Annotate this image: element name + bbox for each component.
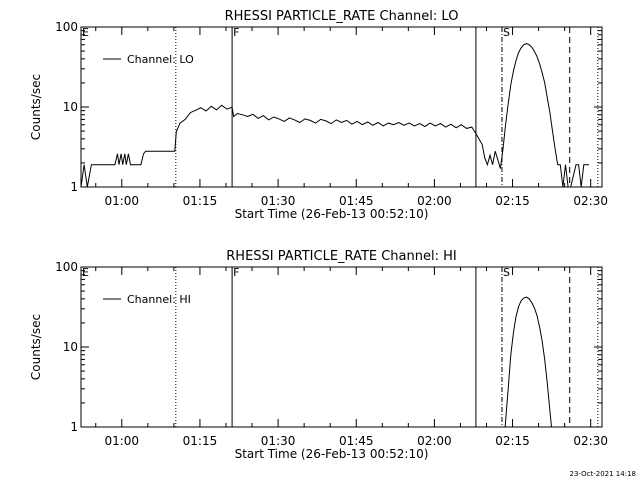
legend-label: Channel: LO bbox=[127, 53, 194, 66]
plot-frame bbox=[80, 26, 603, 188]
series-line bbox=[504, 296, 552, 427]
x-tick-label: 02:30 bbox=[573, 194, 608, 208]
x-tick-label: 01:30 bbox=[261, 194, 296, 208]
x-axis-label: Start Time (26-Feb-13 00:52:10) bbox=[235, 447, 429, 461]
event-marker-label: F bbox=[233, 266, 239, 279]
x-tick-label: 01:45 bbox=[339, 434, 374, 448]
x-tick-label: 01:45 bbox=[339, 194, 374, 208]
y-tick-label: 1 bbox=[70, 420, 78, 434]
corner-label: E bbox=[82, 266, 89, 279]
x-axis-label: Start Time (26-Feb-13 00:52:10) bbox=[235, 207, 429, 221]
plot-frame bbox=[80, 266, 603, 428]
event-marker-label: S bbox=[503, 26, 510, 39]
series-line bbox=[81, 43, 589, 187]
x-tick-label: 01:00 bbox=[104, 194, 139, 208]
x-tick-label: 02:15 bbox=[495, 194, 530, 208]
chart-title: RHESSI PARTICLE_RATE Channel: HI bbox=[226, 249, 456, 264]
footer-timestamp: 23-Oct-2021 14:18 bbox=[570, 470, 636, 478]
x-tick-label: 01:15 bbox=[183, 194, 218, 208]
x-tick-label: 01:30 bbox=[261, 434, 296, 448]
chart-panel-lo: RHESSI PARTICLE_RATE Channel: LO Counts/s… bbox=[29, 9, 608, 221]
event-marker-label: F bbox=[233, 26, 239, 39]
x-tick-label: 02:15 bbox=[495, 434, 530, 448]
x-tick-label: 02:00 bbox=[417, 434, 452, 448]
y-tick-label: 10 bbox=[63, 340, 78, 354]
chart-panel-hi: RHESSI PARTICLE_RATE Channel: HI Counts/s… bbox=[29, 249, 608, 461]
y-tick-label: 10 bbox=[63, 100, 78, 114]
y-axis-label: Counts/sec bbox=[29, 314, 43, 380]
event-marker-label: S bbox=[503, 266, 510, 279]
legend-label: Channel: HI bbox=[127, 293, 191, 306]
x-tick-label: 01:00 bbox=[104, 434, 139, 448]
chart-title: RHESSI PARTICLE_RATE Channel: LO bbox=[225, 9, 459, 24]
y-tick-label: 1 bbox=[70, 180, 78, 194]
y-tick-label: 100 bbox=[55, 20, 78, 34]
x-tick-label: 02:00 bbox=[417, 194, 452, 208]
x-tick-label: 02:30 bbox=[573, 434, 608, 448]
y-tick-label: 100 bbox=[55, 260, 78, 274]
x-tick-label: 01:15 bbox=[183, 434, 218, 448]
corner-label: E bbox=[82, 26, 89, 39]
y-axis-label: Counts/sec bbox=[29, 74, 43, 140]
